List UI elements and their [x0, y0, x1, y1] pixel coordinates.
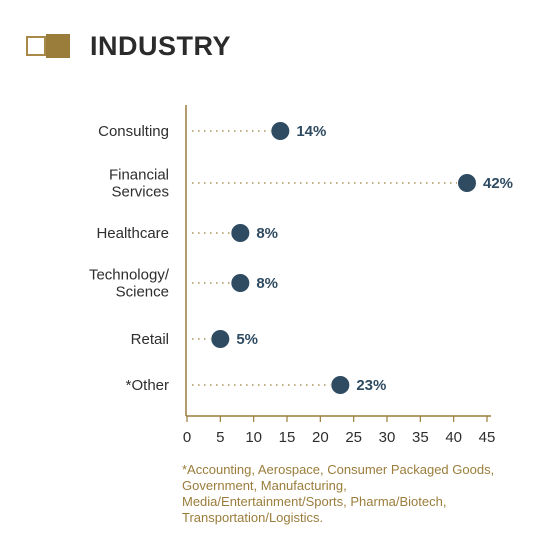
value-label: 14% [296, 123, 326, 140]
data-point [458, 174, 476, 192]
x-tick-label: 25 [345, 429, 362, 446]
value-label: 8% [256, 225, 278, 242]
category-label: Financial [109, 167, 169, 184]
category-label: *Other [126, 377, 169, 394]
x-tick-label: 30 [379, 429, 396, 446]
x-tick-label: 0 [183, 429, 191, 446]
chart-title: INDUSTRY [90, 31, 232, 61]
data-point [211, 330, 230, 348]
data-point [331, 376, 350, 394]
x-tick-label: 10 [245, 429, 262, 446]
x-tick-label: 35 [412, 429, 429, 446]
data-point [271, 122, 290, 140]
x-tick-label: 15 [279, 429, 296, 446]
x-tick-label: 20 [312, 429, 329, 446]
category-label: Technology/ [89, 267, 170, 284]
category-label: Services [111, 184, 169, 201]
x-tick-label: 40 [445, 429, 462, 446]
value-label: 5% [236, 331, 258, 348]
footnote: *Accounting, Aerospace, Consumer Package… [182, 462, 495, 525]
category-label: Healthcare [96, 225, 169, 242]
header-icon-group [26, 30, 70, 62]
data-point [231, 224, 250, 242]
filled-square-icon [46, 34, 70, 58]
category-label: Consulting [98, 123, 169, 140]
value-label: 42% [483, 175, 513, 192]
x-tick-label: 5 [216, 429, 224, 446]
outline-square-icon [26, 36, 46, 56]
value-label: 8% [256, 275, 278, 292]
data-point [231, 274, 250, 292]
value-label: 23% [356, 377, 386, 394]
category-label: Retail [131, 331, 169, 348]
category-label: Science [116, 284, 169, 301]
x-tick-label: 45 [479, 429, 496, 446]
